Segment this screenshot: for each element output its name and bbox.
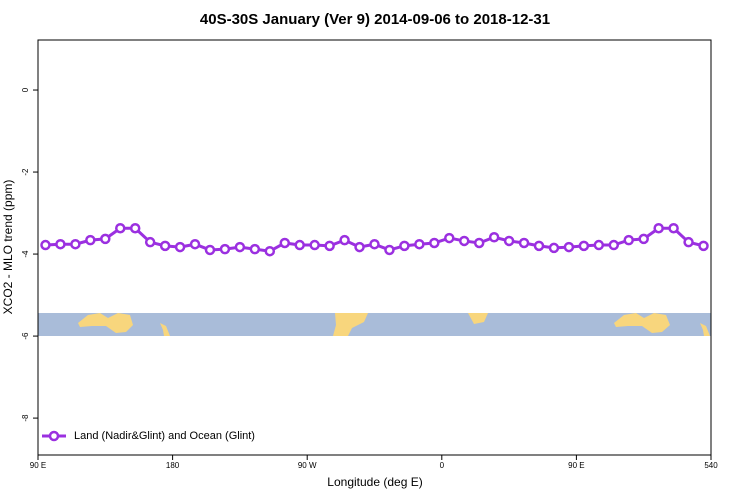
data-point <box>653 222 664 234</box>
data-point <box>548 242 560 254</box>
data-point <box>55 238 66 250</box>
data-point <box>144 236 156 248</box>
data-point <box>623 234 634 246</box>
data-point <box>219 243 231 255</box>
data-point <box>309 239 320 251</box>
legend-label: Land (Nadir&Glint) and Ocean (Glint) <box>74 430 255 442</box>
data-point <box>204 244 216 256</box>
data-point <box>279 237 291 249</box>
data-point <box>683 236 694 248</box>
data-point <box>414 238 425 250</box>
data-point <box>593 239 605 251</box>
y-axis-label: XCO2 - MLO trend (ppm) <box>1 180 15 315</box>
data-point <box>339 234 350 246</box>
data-point <box>473 237 485 249</box>
data-point <box>563 241 575 253</box>
data-point <box>399 240 410 252</box>
plot-frame <box>37 39 712 456</box>
data-point <box>698 240 709 252</box>
data-point <box>458 235 470 247</box>
data-point <box>249 243 261 255</box>
map-strip <box>38 313 711 336</box>
data-point <box>638 233 649 245</box>
data-point <box>40 239 51 251</box>
data-point <box>444 232 455 244</box>
x-tick-label: 90 W <box>298 461 317 470</box>
data-point <box>129 222 141 234</box>
data-point <box>384 244 395 256</box>
chart-title: 40S-30S January (Ver 9) 2014-09-06 to 20… <box>200 11 550 28</box>
data-point <box>518 237 530 249</box>
data-point <box>533 240 545 252</box>
data-point <box>668 222 679 234</box>
data-point <box>429 237 440 249</box>
data-point <box>294 239 305 251</box>
data-point <box>354 241 365 253</box>
data-point <box>608 239 620 251</box>
data-point <box>70 238 81 250</box>
data-point <box>115 222 126 234</box>
x-tick-label: 0 <box>440 461 445 470</box>
y-tick-label: 0 <box>21 87 30 92</box>
x-tick-label: 90 E <box>568 461 584 470</box>
y-tick-label: -4 <box>21 250 30 258</box>
data-point <box>369 238 380 250</box>
legend: Land (Nadir&Glint) and Ocean (Glint) <box>42 430 255 442</box>
data-point <box>324 240 335 252</box>
data-point <box>488 231 500 243</box>
data-point <box>503 235 515 247</box>
data-point <box>85 234 96 246</box>
data-point <box>159 240 171 252</box>
y-tick-label: -2 <box>21 168 30 176</box>
x-tick-label: 180 <box>166 461 180 470</box>
legend-marker <box>48 430 60 442</box>
data-point <box>100 233 111 245</box>
data-point <box>264 245 276 257</box>
x-axis-label: Longitude (deg E) <box>327 475 422 489</box>
data-point <box>174 241 186 253</box>
data-point <box>578 240 590 252</box>
data-point <box>189 238 201 250</box>
x-tick-label: 90 E <box>30 461 46 470</box>
data-point <box>234 241 246 253</box>
x-tick-label: 540 <box>704 461 718 470</box>
y-tick-label: -8 <box>21 414 30 422</box>
y-tick-label: -6 <box>21 332 30 340</box>
